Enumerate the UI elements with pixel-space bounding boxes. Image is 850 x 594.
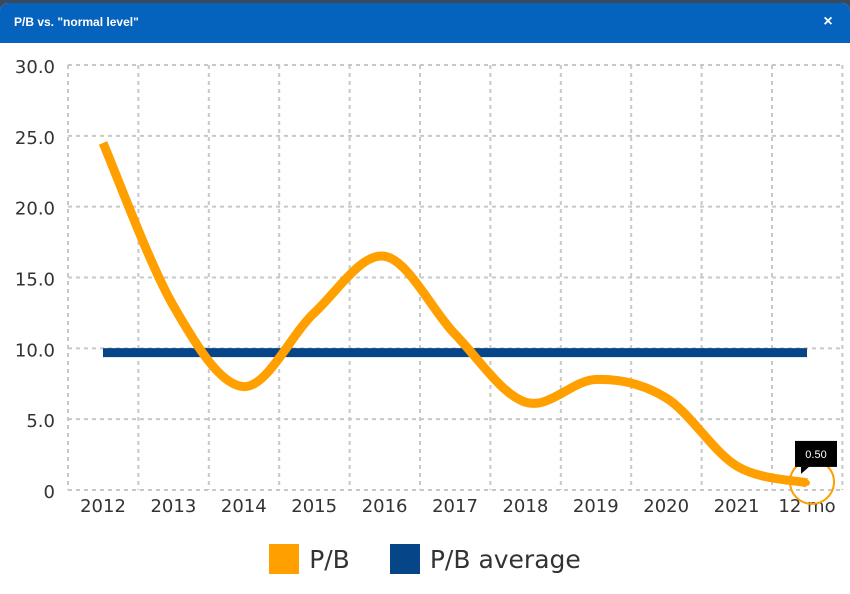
x-tick-label: 2012 [80, 496, 126, 517]
tooltip-value: 0.50 [805, 449, 826, 461]
x-tick-label: 2021 [714, 496, 760, 517]
legend-item-average[interactable]: P/B average [389, 544, 581, 574]
y-tick-label: 10.0 [15, 340, 55, 361]
y-tick-label: 15.0 [15, 270, 55, 291]
y-tick-label: 5.0 [26, 411, 55, 432]
legend-swatch-average [389, 544, 420, 574]
tooltip-arrow [801, 466, 809, 474]
pb-line-chart: 0 5.0 10.0 15.0 20.0 25.0 30.0 2012 2013 2014 2015… [15, 57, 844, 517]
x-tick-label: 2018 [502, 496, 548, 517]
legend-label-pb: P/B [309, 544, 350, 574]
legend-label-average: P/B average [429, 544, 581, 574]
x-tick-label: 2013 [150, 496, 196, 517]
series-line-pb [98, 141, 809, 488]
chart-modal: P/B vs. "normal level" × 0 5.0 10.0 15.0 20.… [0, 3, 850, 594]
y-tick-label: 25.0 [15, 128, 55, 149]
x-tick-label: 2016 [362, 496, 408, 517]
tooltip-box [795, 440, 837, 467]
modal-title: P/B vs. "normal level" [14, 15, 139, 29]
x-tick-label: 2017 [432, 496, 478, 517]
x-tick-label: 2019 [573, 496, 619, 517]
y-tick-label: 20.0 [15, 199, 55, 220]
x-tick-label: 2014 [221, 496, 267, 517]
modal-titlebar: P/B vs. "normal level" × [0, 3, 850, 43]
x-tick-label: 2020 [643, 496, 689, 517]
x-tick-label: 2015 [291, 496, 337, 517]
y-tick-label: 30.0 [15, 57, 55, 78]
data-point-12mo [804, 479, 810, 486]
legend-item-pb[interactable]: P/B [269, 544, 350, 574]
legend-swatch-pb [269, 544, 300, 574]
y-tick-label: 0 [44, 482, 55, 503]
chart-legend: P/B P/B average [0, 539, 850, 579]
close-icon[interactable]: × [823, 13, 833, 30]
